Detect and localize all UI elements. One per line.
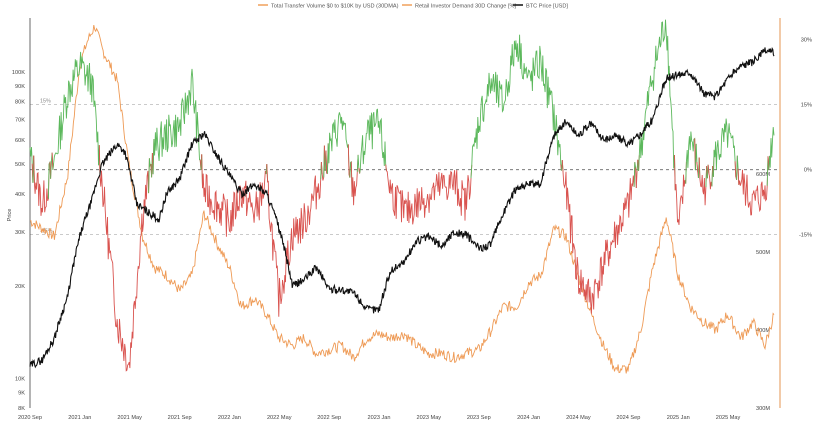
- left-axis-title: Price: [7, 209, 13, 222]
- series-demand-negative: [737, 156, 769, 216]
- left-tick-label: 9K: [18, 390, 25, 396]
- demand-tick-label: 0%: [804, 168, 812, 174]
- series-demand-negative: [98, 145, 150, 372]
- reference-line-label: -15%: [40, 229, 53, 235]
- series-demand-negative: [385, 164, 473, 225]
- left-tick-label: 80K: [15, 100, 25, 106]
- legend-label: BTC Price [USD]: [526, 4, 568, 10]
- series-demand-negative: [201, 154, 268, 237]
- series-demand-positive: [712, 118, 737, 177]
- left-tick-label: 40K: [15, 192, 25, 198]
- legend-label: Total Transfer Volume $0 to $10K by USD …: [271, 4, 399, 10]
- series-demand-positive: [685, 131, 696, 184]
- volume-tick-label: 300M: [756, 406, 770, 412]
- left-tick-label: 10K: [15, 376, 25, 382]
- series-btc-line: [29, 46, 775, 369]
- demand-tick-label: 15%: [801, 103, 812, 109]
- series-demand-negative: [698, 157, 708, 206]
- x-tick-label: 2021 May: [117, 415, 142, 421]
- volume-tick-label: 500M: [756, 250, 770, 256]
- left-tick-label: 90K: [15, 84, 25, 90]
- series-volume-line: [29, 25, 775, 374]
- x-tick-label: 2024 Jan: [517, 415, 540, 421]
- x-tick-label: 2025 May: [716, 415, 741, 421]
- series-demand-negative: [266, 161, 322, 317]
- reference-lines: 15% -15%: [30, 99, 778, 236]
- demand-tick-label: -15%: [799, 233, 812, 239]
- x-tick-label: 2021 Jan: [68, 415, 91, 421]
- series-layer: [29, 19, 775, 374]
- x-tick-label: 2021 Sep: [168, 415, 192, 421]
- left-tick-label: 60K: [15, 138, 25, 144]
- volume-tick-label: 600M: [756, 172, 770, 178]
- left-tick-label: 100K: [12, 70, 25, 76]
- series-demand-positive: [768, 127, 775, 170]
- series-demand-negative: [350, 154, 359, 206]
- series-demand-positive: [152, 68, 202, 175]
- reference-line-label: 15%: [40, 99, 51, 105]
- x-tick-label: 2024 Sep: [616, 415, 640, 421]
- x-tick-label: 2023 May: [417, 415, 442, 421]
- x-tick-label: 2023 Sep: [467, 415, 491, 421]
- series-demand-negative: [561, 160, 636, 314]
- x-tick-label: 2022 Jan: [218, 415, 241, 421]
- series-demand-positive: [638, 19, 676, 191]
- left-tick-label: 50K: [15, 162, 25, 168]
- left-tick-label: 20K: [15, 284, 25, 290]
- x-tick-label: 2023 Jan: [368, 415, 391, 421]
- x-tick-label: 2024 May: [566, 415, 591, 421]
- series-demand-positive: [52, 51, 101, 178]
- left-tick-label: 70K: [15, 117, 25, 123]
- legend-label: Retail Investor Demand 30D Change [%]: [415, 4, 516, 10]
- x-tick-label: 2022 Sep: [317, 415, 341, 421]
- series-demand-positive: [326, 112, 350, 175]
- left-tick-label: 8K: [18, 406, 25, 412]
- legend: Total Transfer Volume $0 to $10K by USD …: [258, 4, 568, 10]
- series-demand-negative: [33, 155, 50, 216]
- demand-tick-label: 30%: [801, 38, 812, 44]
- series-demand-positive: [359, 108, 387, 174]
- left-tick-label: 30K: [15, 230, 25, 236]
- x-tick-label: 2020 Sep: [18, 415, 42, 421]
- x-tick-label: 2025 Jan: [667, 415, 690, 421]
- series-demand-negative: [674, 154, 687, 225]
- axes: 100K 90K 80K 70K 60K 50K 40K 30K 20K 10K 9K 8K Price…: [7, 18, 812, 421]
- volume-tick-label: 400M: [756, 328, 770, 334]
- x-tick-label: 2022 May: [267, 415, 292, 421]
- series-demand-positive: [470, 34, 562, 179]
